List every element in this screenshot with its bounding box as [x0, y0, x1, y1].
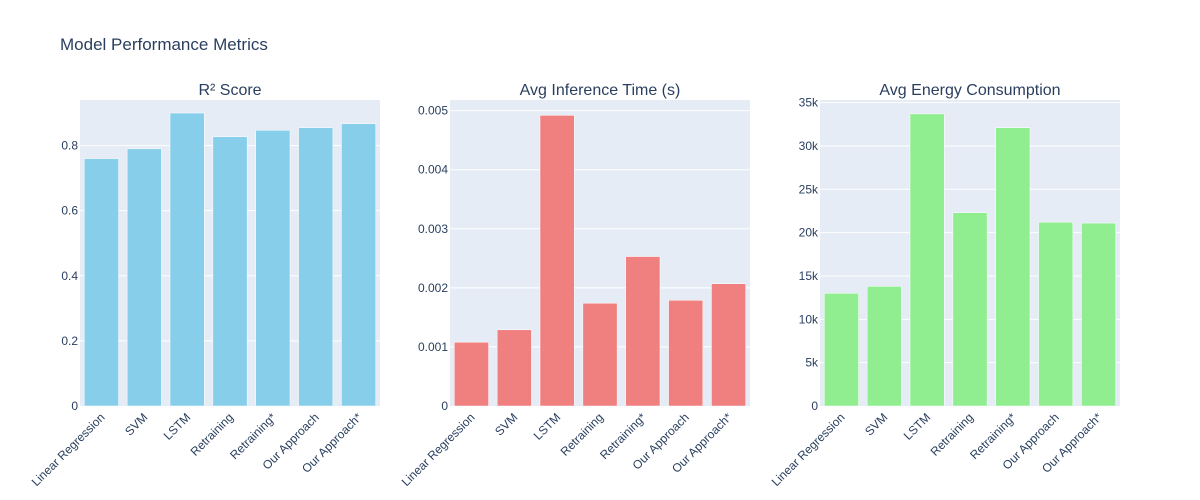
x-tick-label: SVM — [122, 410, 150, 438]
x-tick-label: LSTM — [531, 410, 564, 443]
y-tick-label: 0.001 — [418, 340, 448, 354]
x-tick-label: SVM — [492, 410, 520, 438]
chart-title: Model Performance Metrics — [60, 35, 268, 54]
y-tick-label: 0.004 — [418, 163, 448, 177]
subplot-title-1: R² Score — [198, 82, 261, 99]
y-tick-label: 30k — [799, 139, 819, 153]
bar[interactable] — [539, 115, 575, 407]
y-tick-label: 35k — [799, 96, 819, 110]
bar[interactable] — [711, 283, 746, 407]
y-tick-label: 0.002 — [418, 281, 448, 295]
y-tick-label: 0.8 — [61, 139, 78, 153]
subplot-title-2: Avg Inference Time (s) — [520, 82, 681, 99]
bar[interactable] — [866, 286, 902, 407]
y-tick-label: 0 — [441, 399, 448, 413]
bar[interactable] — [1038, 221, 1074, 407]
bar[interactable] — [126, 148, 162, 407]
y-tick-label: 25k — [799, 182, 819, 196]
y-tick-label: 0.4 — [61, 269, 78, 283]
y-tick-label: 20k — [799, 226, 819, 240]
bar[interactable] — [952, 212, 988, 407]
x-tick-label: Linear Regression — [399, 410, 478, 489]
bar[interactable] — [1081, 222, 1116, 407]
bar[interactable] — [255, 130, 291, 407]
y-tick-label: 0.2 — [61, 334, 78, 348]
y-tick-label: 10k — [799, 312, 819, 326]
bar[interactable] — [668, 300, 704, 407]
bar[interactable] — [84, 158, 119, 407]
bar[interactable] — [212, 136, 248, 407]
y-tick-label: 0.003 — [418, 222, 448, 236]
bar[interactable] — [582, 302, 618, 407]
bar[interactable] — [824, 293, 859, 407]
bar[interactable] — [625, 256, 661, 407]
x-tick-label: LSTM — [161, 410, 194, 443]
x-tick-label: Linear Regression — [769, 410, 848, 489]
y-tick-label: 0 — [811, 399, 818, 413]
y-tick-label: 0.6 — [61, 204, 78, 218]
bar[interactable] — [496, 329, 532, 407]
x-tick-label: LSTM — [901, 410, 934, 443]
bar[interactable] — [995, 127, 1031, 407]
x-tick-label: SVM — [862, 410, 890, 438]
x-tick-label: Linear Regression — [29, 410, 108, 489]
bar[interactable] — [298, 127, 334, 407]
bar[interactable] — [909, 113, 945, 407]
bar[interactable] — [169, 112, 205, 407]
y-tick-label: 0 — [71, 399, 78, 413]
bar[interactable] — [454, 341, 489, 407]
y-tick-label: 15k — [799, 269, 819, 283]
y-tick-label: 5k — [805, 356, 819, 370]
subplot-title-3: Avg Energy Consumption — [879, 82, 1060, 99]
y-tick-label: 0.005 — [418, 104, 448, 118]
bar[interactable] — [341, 123, 376, 407]
